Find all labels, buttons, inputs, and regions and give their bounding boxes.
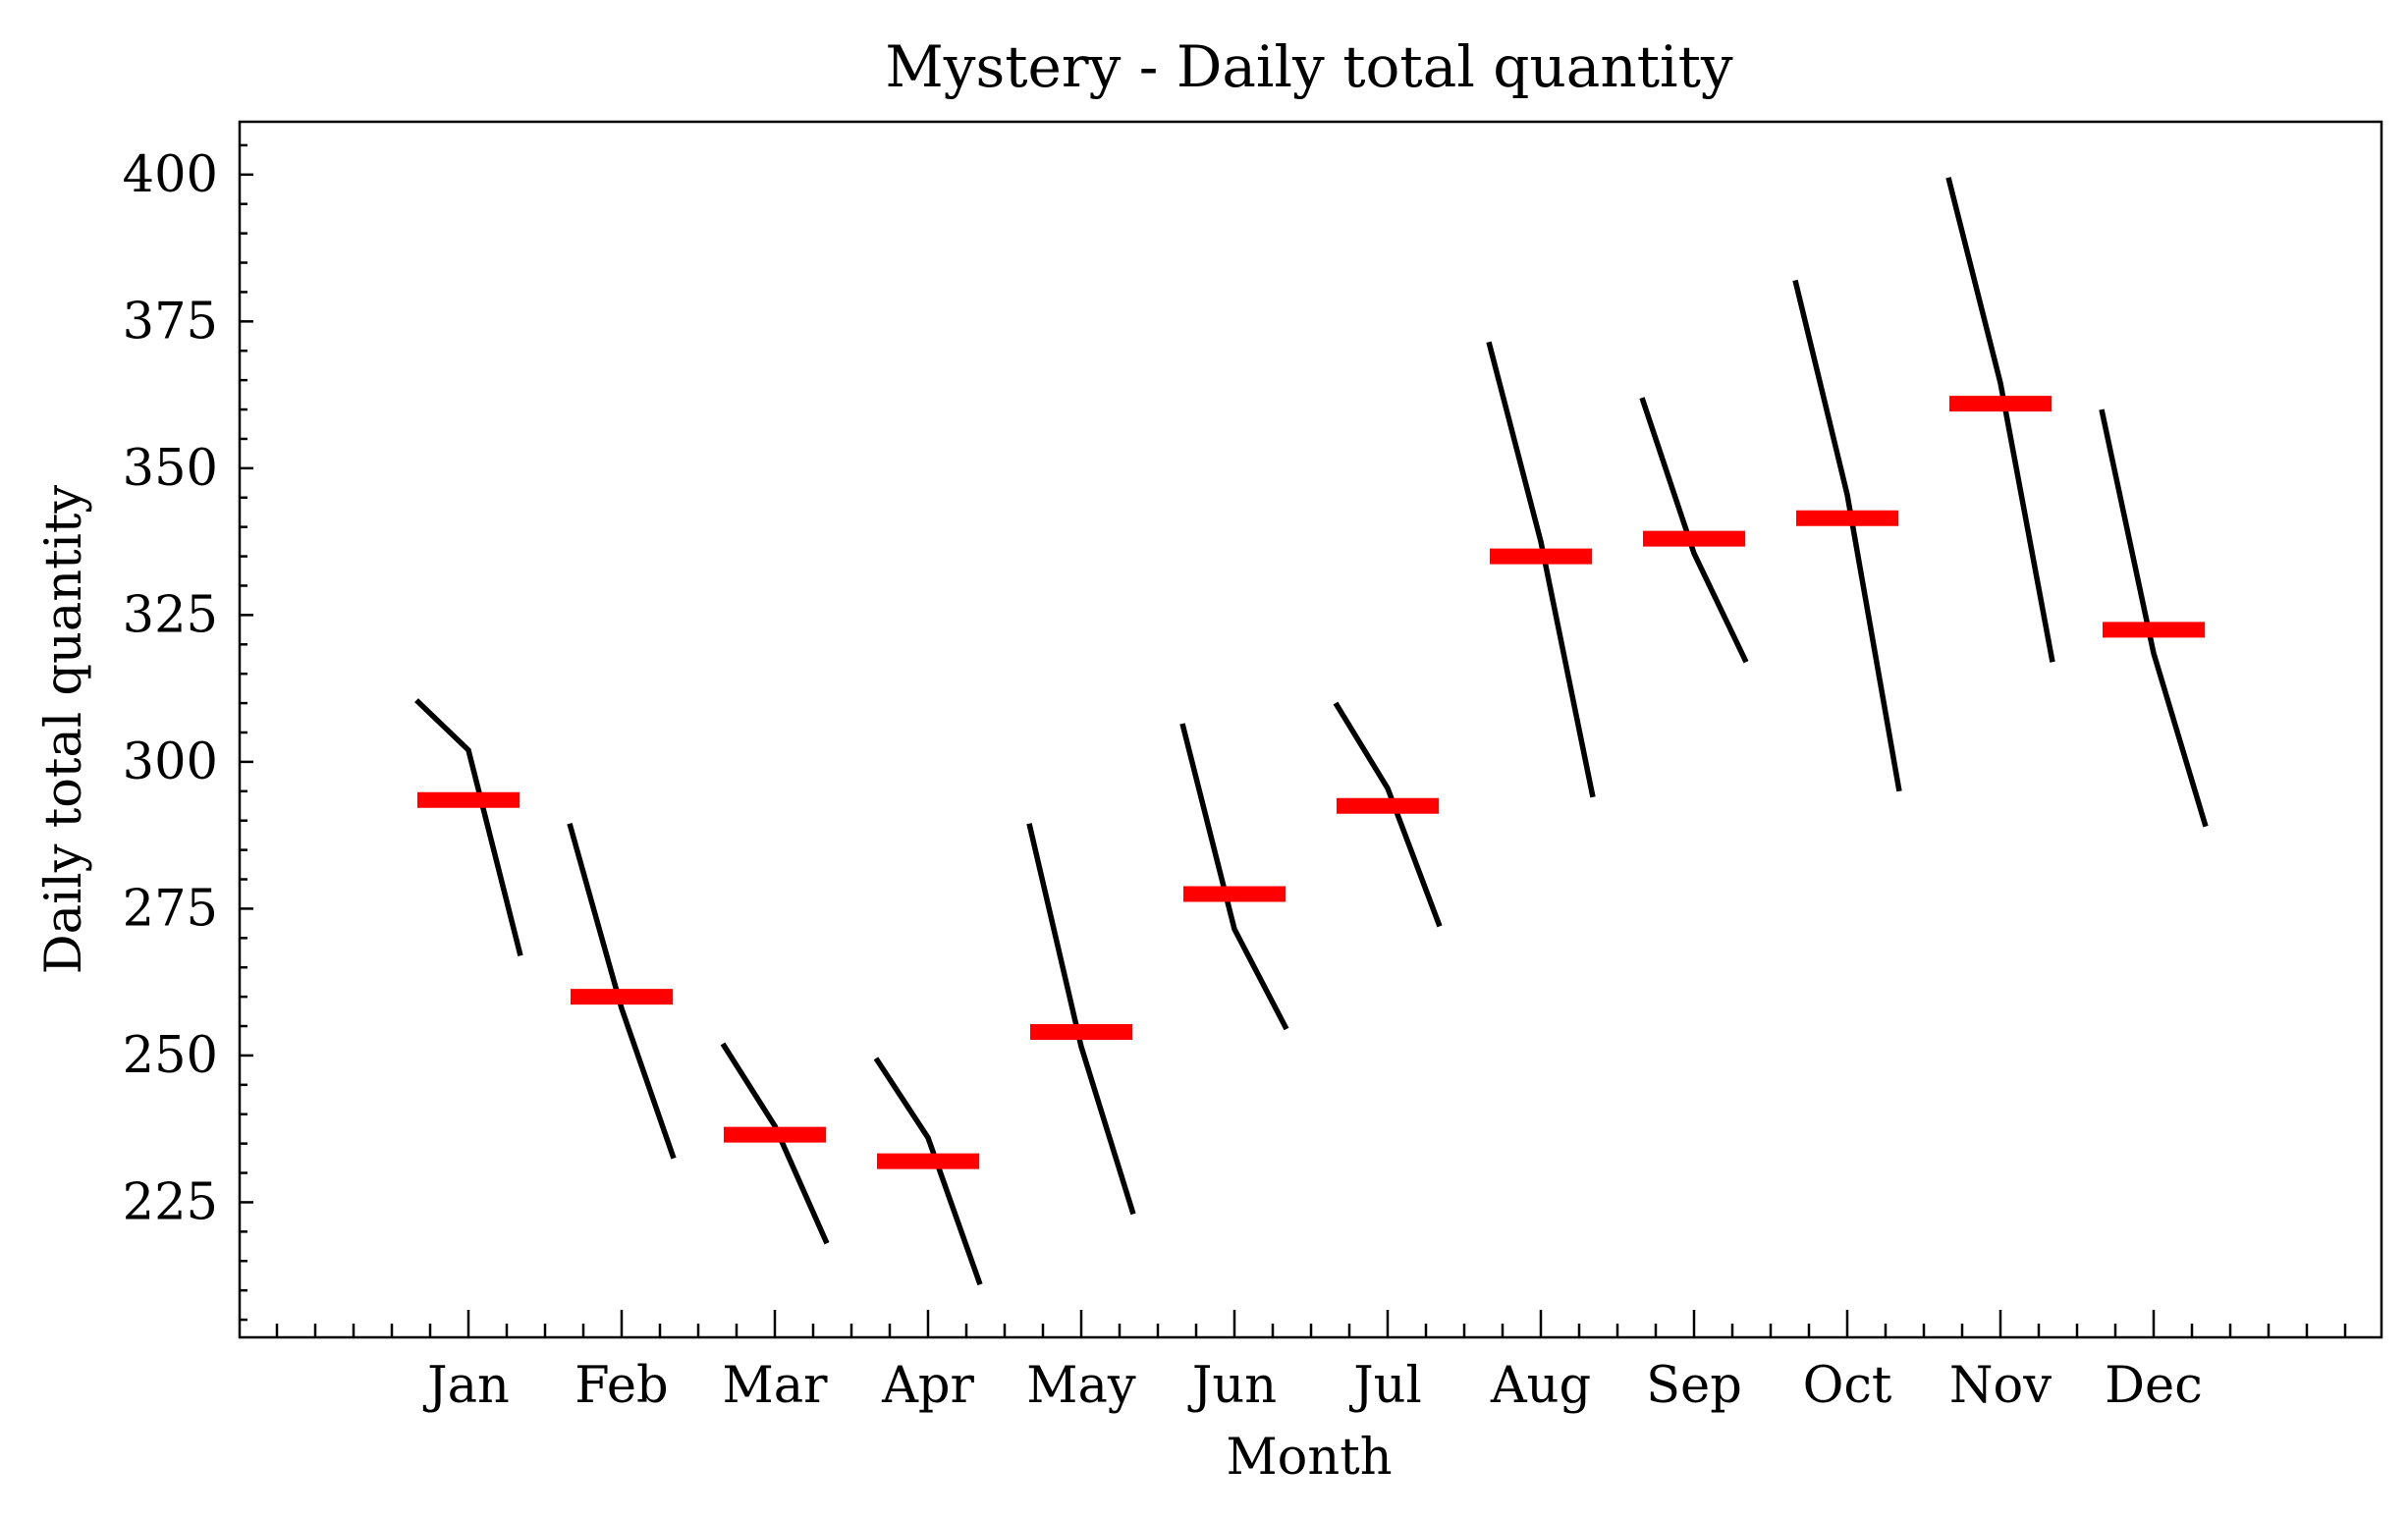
x-tick-label: Jul <box>1348 1357 1422 1415</box>
y-tick-label: 400 <box>123 146 218 204</box>
subseries-line-may <box>1026 823 1136 1216</box>
subseries-line-apr <box>873 1057 983 1286</box>
subseries-line-feb <box>567 822 677 1160</box>
subseries-line-jan <box>414 698 523 956</box>
y-tick-label: 250 <box>123 1027 218 1085</box>
plot-area <box>414 177 2209 1286</box>
x-tick-label: Feb <box>575 1357 668 1415</box>
plot-frame <box>238 120 2383 1339</box>
x-tick-label: Jun <box>1187 1357 1277 1415</box>
subseries-line-jul <box>1333 701 1443 928</box>
x-tick-label: Dec <box>2105 1357 2203 1415</box>
y-tick-label: 300 <box>123 733 218 791</box>
x-tick-label: May <box>1026 1357 1136 1415</box>
y-tick-label: 225 <box>123 1173 218 1231</box>
y-tick-label: 325 <box>123 586 218 644</box>
x-tick-label: Apr <box>881 1357 974 1415</box>
subseries-line-nov <box>1945 177 2055 663</box>
x-tick-label: Oct <box>1803 1357 1892 1415</box>
chart-title: Mystery - Daily total quantity <box>885 33 1733 100</box>
subseries-line-aug <box>1486 341 1596 798</box>
subseries-line-dec <box>2099 408 2209 828</box>
subseries-line-mar <box>720 1042 830 1245</box>
x-tick-label: Jan <box>422 1357 510 1415</box>
subseries-line-oct <box>1792 279 1902 792</box>
x-tick-label: Aug <box>1490 1357 1591 1415</box>
y-tick-label: 375 <box>123 293 218 351</box>
y-axis-label: Daily total quantity <box>35 485 93 975</box>
x-tick-label: Mar <box>722 1357 828 1415</box>
subseries-line-sep <box>1639 397 1749 664</box>
x-axis-label: Month <box>1226 1429 1392 1487</box>
x-tick-label: Sep <box>1646 1357 1742 1415</box>
subseries-line-jun <box>1179 723 1289 1031</box>
y-tick-label: 275 <box>123 880 218 938</box>
y-tick-label: 350 <box>123 440 218 498</box>
x-tick-label: Nov <box>1949 1357 2052 1415</box>
